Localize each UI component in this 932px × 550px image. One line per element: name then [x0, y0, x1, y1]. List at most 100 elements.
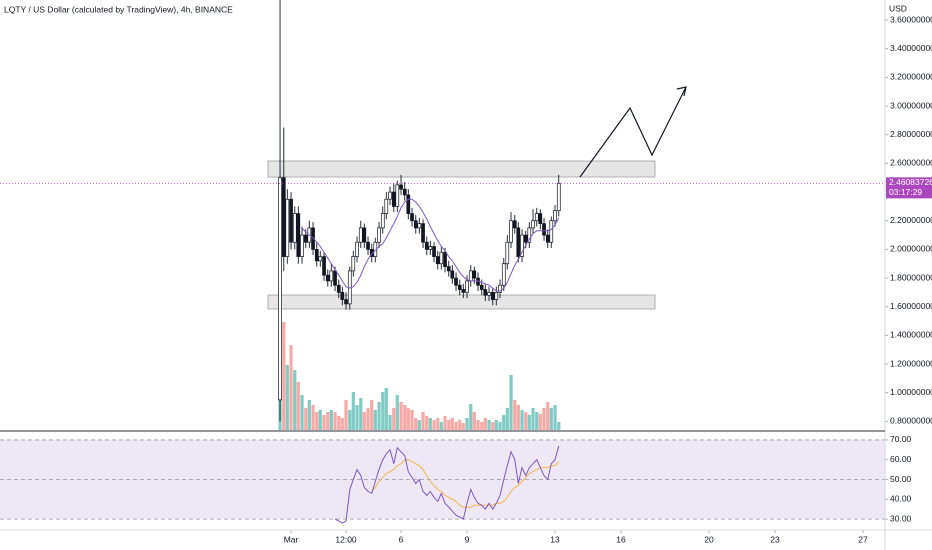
volume-bar	[498, 422, 502, 430]
candle-body	[450, 270, 455, 279]
y-tick-label: 3.40000000	[890, 43, 932, 53]
candle-body	[318, 256, 323, 262]
volume-bar	[538, 414, 542, 430]
candle-body	[303, 234, 308, 243]
volume-bar	[392, 408, 396, 430]
last-price-label: 2.46083726	[889, 177, 932, 187]
currency-label: USD	[889, 3, 907, 13]
projection-arrow	[579, 86, 687, 178]
y-tick-label: 1.60000000	[890, 301, 932, 311]
y-tick-label: 2.20000000	[890, 215, 932, 225]
volume-bar	[428, 418, 432, 430]
volume-bar	[454, 422, 458, 430]
rsi-tick-label: 40.00	[890, 494, 912, 504]
volume-bar	[359, 398, 363, 430]
background-layer	[0, 439, 885, 520]
volume-bar	[557, 422, 561, 430]
candle-body	[281, 177, 286, 257]
candle-body	[428, 246, 433, 250]
volume-bar	[403, 405, 407, 430]
y-tick-label: 3.00000000	[890, 100, 932, 110]
arrow-head	[676, 86, 687, 97]
y-tick-label: 2.80000000	[890, 129, 932, 139]
volume-bar	[322, 415, 326, 430]
volume-bar	[476, 420, 480, 430]
candle-body	[531, 220, 535, 229]
countdown-label: 03:17:29	[889, 187, 922, 197]
candle-body	[432, 246, 436, 257]
candle-body	[292, 213, 297, 243]
volume-bar	[546, 402, 550, 430]
volume-bar	[465, 418, 469, 430]
volume-bar	[318, 410, 322, 430]
candle-body	[278, 177, 282, 401]
candle-body	[377, 227, 381, 243]
volume-bar	[553, 405, 557, 430]
candle-body	[329, 270, 334, 282]
volume-bar	[406, 408, 410, 430]
candle-body	[443, 251, 447, 267]
volume-bar	[377, 402, 381, 430]
y-tick-label: 2.00000000	[890, 244, 932, 254]
candle-body	[446, 266, 451, 272]
volume-bar	[516, 405, 520, 430]
volume-bar	[513, 400, 517, 430]
volume-bar	[439, 422, 443, 430]
candle-body	[512, 220, 517, 229]
volume-bar	[531, 408, 535, 430]
volume-bar	[524, 412, 528, 430]
y-tick-label: 3.20000000	[890, 72, 932, 82]
candle-body	[468, 270, 473, 282]
volume-bar	[443, 416, 447, 430]
candle-body	[366, 241, 370, 250]
candle-body	[472, 270, 477, 279]
volume-bar	[388, 415, 392, 430]
volume-bar	[315, 412, 319, 430]
volume-bar	[333, 412, 337, 430]
volume-bar	[381, 392, 385, 430]
candle-body	[549, 220, 554, 243]
x-tick-label: 20	[704, 534, 714, 544]
candle-body	[391, 191, 396, 207]
volume-bar	[461, 423, 465, 430]
volume-bar	[326, 412, 330, 430]
rsi-tick-label: 70.00	[890, 434, 912, 444]
candle-body	[527, 227, 532, 243]
candle-body	[325, 274, 330, 282]
candle-body	[534, 213, 539, 222]
rsi-line	[334, 445, 560, 524]
volume-bar	[304, 408, 308, 430]
candle-body	[410, 213, 414, 222]
volume-bar	[421, 412, 425, 430]
candle-body	[362, 227, 367, 243]
candle-body	[355, 241, 359, 257]
candle-body	[388, 191, 392, 200]
volume-bar	[370, 400, 374, 430]
x-tick-label: 12:00	[335, 534, 357, 544]
candle-body	[380, 213, 385, 229]
volume-bar	[395, 395, 399, 430]
candle-body	[435, 256, 440, 265]
candle-body	[556, 183, 561, 212]
volume-bar	[527, 415, 531, 430]
volume-bar	[340, 418, 344, 430]
candle-body	[542, 223, 546, 236]
candle-body	[395, 184, 400, 207]
x-tick-label: 16	[616, 534, 626, 544]
candle-body	[384, 198, 389, 214]
candle-body	[461, 289, 466, 293]
volume-bar	[296, 382, 300, 430]
rsi-tick-label: 50.00	[890, 474, 912, 484]
candle-body	[424, 241, 429, 250]
volume-bar	[491, 422, 495, 430]
volume-bar	[509, 375, 513, 430]
volume-bar	[410, 410, 414, 430]
candle-body	[505, 241, 510, 265]
candle-body	[520, 234, 524, 257]
candle-body	[314, 249, 319, 262]
y-tick-label: 1.40000000	[890, 330, 932, 340]
volume-bar	[362, 412, 366, 430]
candle-body	[296, 213, 301, 257]
candle-body	[358, 227, 363, 243]
